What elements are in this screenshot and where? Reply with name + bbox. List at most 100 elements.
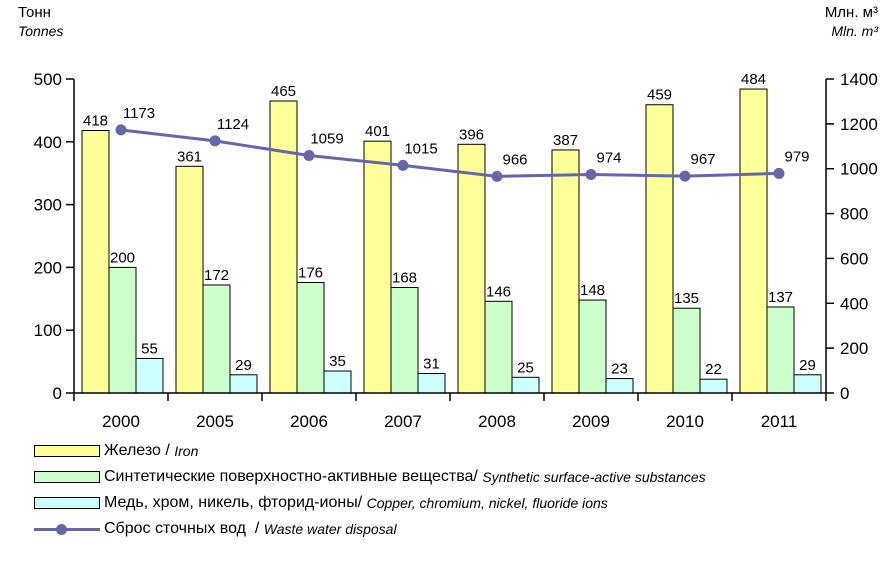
legend-label-ru: Медь, хром, никель, фторид-ионы	[104, 494, 358, 511]
data-label: 29	[799, 357, 816, 374]
x-axis-tick-label: 2006	[290, 412, 328, 431]
right-axis-tick-label: 200	[840, 339, 868, 358]
bar-iron	[457, 143, 486, 394]
bar-surfactants	[484, 300, 513, 394]
data-label: 200	[110, 249, 135, 266]
right-axis-title: Млн. м³ Mln. m³	[825, 4, 878, 41]
bar-surfactants	[202, 284, 231, 394]
data-label: 168	[392, 269, 417, 286]
data-label: 484	[741, 71, 766, 88]
right-axis-title-ru: Млн. м³	[824, 4, 878, 21]
point-wastewater	[679, 170, 691, 182]
data-label: 172	[204, 267, 229, 284]
legend-swatch-surfactants	[34, 471, 100, 483]
data-label: 25	[517, 359, 534, 376]
data-label: 35	[329, 353, 346, 370]
bar-surfactants	[672, 307, 701, 394]
left-axis-tick-label: 300	[34, 196, 62, 215]
data-label: 23	[611, 361, 628, 378]
point-wastewater	[491, 170, 503, 182]
bar-metals	[605, 378, 634, 394]
legend-label-ru: Сброс сточных вод	[104, 520, 246, 537]
data-label: 418	[83, 112, 108, 129]
point-wastewater	[585, 169, 597, 181]
bar-surfactants	[108, 266, 137, 394]
left-axis-title: Тонн Tonnes	[18, 4, 63, 41]
bar-iron	[645, 104, 674, 394]
bar-metals	[323, 370, 352, 394]
right-axis-tick-label: 1400	[840, 70, 878, 89]
data-label: 465	[271, 83, 296, 100]
bar-metals	[793, 374, 822, 394]
x-axis-tick-label: 2011	[761, 412, 798, 431]
bar-surfactants	[578, 299, 607, 394]
line-data-label: 967	[690, 151, 715, 168]
data-label: 396	[459, 126, 484, 143]
data-label: 135	[674, 290, 699, 307]
x-axis-tick-label: 2008	[478, 412, 516, 431]
legend-swatch-wastewater	[34, 522, 100, 536]
line-data-label: 966	[502, 151, 527, 168]
bar-iron	[81, 129, 110, 394]
data-label: 137	[768, 289, 793, 306]
legend-label-en: Iron	[174, 443, 199, 459]
data-label: 459	[647, 87, 672, 104]
legend-label-en: Synthetic surface-active substances	[482, 469, 706, 485]
legend: Железо / Iron Синтетические поверхностно…	[22, 438, 706, 542]
data-label: 22	[705, 361, 722, 378]
line-data-label: 979	[784, 148, 809, 165]
bar-metals	[511, 376, 540, 394]
legend-label-ru: Синтетические поверхностно-активные веще…	[104, 468, 474, 485]
point-wastewater	[773, 167, 785, 179]
data-label: 387	[553, 132, 578, 149]
bar-iron	[739, 88, 768, 394]
bar-surfactants	[296, 281, 325, 394]
legend-item-iron: Железо / Iron	[22, 438, 706, 464]
legend-separator: /	[357, 494, 367, 511]
data-label: 361	[177, 148, 202, 165]
bar-surfactants	[766, 306, 795, 394]
bar-metals	[417, 373, 446, 394]
left-axis-tick-label: 200	[34, 258, 62, 277]
left-axis-tick-label: 500	[34, 70, 62, 89]
data-label: 31	[423, 356, 440, 373]
legend-separator: /	[245, 520, 264, 537]
legend-item-surfactants: Синтетические поверхностно-активные веще…	[22, 464, 706, 490]
bar-metals	[135, 357, 164, 394]
left-axis-tick-label: 400	[34, 133, 62, 152]
x-axis-tick-label: 2005	[196, 412, 234, 431]
right-axis-tick-label: 1000	[840, 160, 878, 179]
legend-item-metals: Медь, хром, никель, фторид-ионы / Copper,…	[22, 490, 706, 516]
right-axis-tick-label: 600	[840, 249, 868, 268]
legend-item-wastewater: Сброс сточных вод / Waste water disposal	[22, 516, 706, 542]
data-label: 146	[486, 283, 511, 300]
right-axis-title-en: Mln. m³	[831, 23, 878, 39]
data-label: 401	[365, 123, 390, 140]
x-axis-tick-label: 2007	[384, 412, 422, 431]
line-data-label: 1173	[123, 105, 155, 122]
line-wastewater	[120, 128, 780, 178]
bar-iron	[551, 149, 580, 394]
point-wastewater	[209, 135, 221, 147]
bar-metals	[229, 374, 258, 394]
left-axis-tick-label: 0	[53, 384, 62, 403]
x-axis-tick-label: 2010	[666, 412, 704, 431]
data-label: 148	[580, 282, 605, 299]
point-wastewater	[397, 159, 409, 171]
point-wastewater	[303, 149, 315, 161]
left-axis-title-ru: Тонн	[18, 4, 51, 21]
legend-label-en: Waste water disposal	[263, 521, 397, 537]
legend-label-en: Copper, chromium, nickel, fluoride ions	[366, 495, 608, 511]
point-wastewater	[115, 124, 127, 136]
bar-iron	[175, 165, 204, 394]
x-axis-tick-label: 2009	[572, 412, 610, 431]
legend-separator: /	[160, 442, 175, 459]
legend-label-ru: Железо	[104, 442, 161, 459]
bar-iron	[363, 140, 392, 394]
line-data-label: 1124	[217, 116, 249, 133]
right-axis-tick-label: 400	[840, 294, 868, 313]
left-axis-tick-label: 100	[34, 321, 62, 340]
line-data-label: 974	[596, 150, 621, 167]
data-label: 55	[141, 340, 158, 357]
right-axis-tick-label: 0	[840, 384, 849, 403]
